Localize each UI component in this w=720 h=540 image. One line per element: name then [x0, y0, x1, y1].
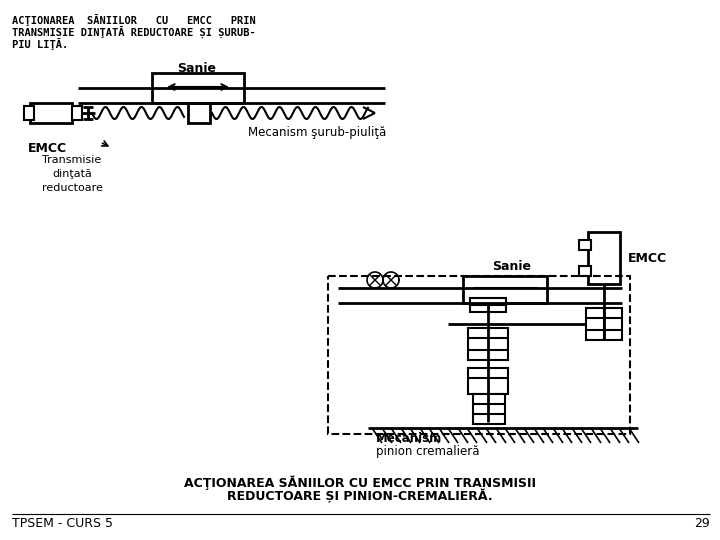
Text: ACŢIONAREA  SĂNIILOR   CU   EMCC   PRIN: ACŢIONAREA SĂNIILOR CU EMCC PRIN	[12, 14, 256, 26]
Text: pinion cremalieră: pinion cremalieră	[376, 445, 480, 458]
Bar	[468, 328, 508, 360]
Text: TPSEM - CURS 5: TPSEM - CURS 5	[12, 517, 113, 530]
Bar	[470, 298, 506, 312]
Text: 29: 29	[694, 517, 710, 530]
Text: TRANSMISIE DINŢATĂ REDUCTOARE ȘI ȘURUB-: TRANSMISIE DINŢATĂ REDUCTOARE ȘI ȘURUB-	[12, 26, 256, 38]
Text: PIU LIŢĂ.: PIU LIŢĂ.	[12, 38, 68, 50]
Bar	[463, 276, 547, 303]
Text: Mecanism şurub-piuliţă: Mecanism şurub-piuliţă	[248, 126, 386, 139]
Text: EMCC: EMCC	[28, 142, 67, 155]
Bar	[588, 232, 620, 284]
Bar	[473, 394, 505, 424]
Bar	[152, 73, 244, 103]
Text: Transmisie
dinţată
reductoare: Transmisie dinţată reductoare	[42, 155, 102, 193]
Text: EMCC: EMCC	[628, 252, 667, 265]
Bar	[468, 368, 508, 394]
Text: REDUCTOARE ȘI PINION-CREMALIERĂ.: REDUCTOARE ȘI PINION-CREMALIERĂ.	[228, 489, 492, 503]
Bar	[328, 276, 630, 434]
Bar	[24, 106, 34, 120]
Bar	[72, 106, 82, 120]
Text: ACŢIONAREA SĂNIILOR CU EMCC PRIN TRANSMISII: ACŢIONAREA SĂNIILOR CU EMCC PRIN TRANSMI…	[184, 476, 536, 490]
Text: Mecanism: Mecanism	[376, 432, 442, 445]
Text: Sanie: Sanie	[178, 62, 217, 75]
Bar	[586, 308, 622, 340]
Bar	[30, 103, 72, 123]
Text: Sanie: Sanie	[492, 260, 531, 273]
Bar	[188, 103, 210, 123]
Bar	[579, 266, 591, 276]
Bar	[579, 240, 591, 250]
